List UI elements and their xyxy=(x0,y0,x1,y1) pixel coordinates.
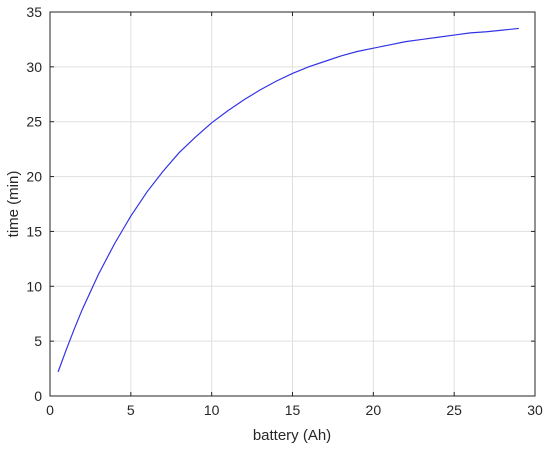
y-tick-label: 35 xyxy=(26,4,42,20)
y-tick-label: 20 xyxy=(26,169,42,185)
y-tick-label: 30 xyxy=(26,59,42,75)
y-tick-label: 10 xyxy=(26,278,42,294)
x-tick-label: 30 xyxy=(527,402,543,418)
y-axis-label: time (min) xyxy=(5,171,22,238)
series-group xyxy=(57,27,519,373)
x-tick-label: 25 xyxy=(446,402,462,418)
y-tick-label: 25 xyxy=(26,114,42,130)
x-axis-label: battery (Ah) xyxy=(253,427,331,444)
x-tick-label: 0 xyxy=(46,402,54,418)
x-tick-label: 15 xyxy=(285,402,301,418)
x-axis-ticks: 0 5 10 15 20 25 30 xyxy=(46,12,543,418)
y-tick-label: 15 xyxy=(26,223,42,239)
grid xyxy=(50,12,535,396)
y-axis-ticks: 0 5 10 15 20 25 30 35 xyxy=(26,4,535,404)
x-tick-label: 10 xyxy=(204,402,220,418)
x-tick-label: 20 xyxy=(366,402,382,418)
y-tick-label: 0 xyxy=(34,388,42,404)
series-line-0 xyxy=(57,27,519,373)
y-tick-label: 5 xyxy=(34,333,42,349)
x-tick-label: 5 xyxy=(127,402,135,418)
